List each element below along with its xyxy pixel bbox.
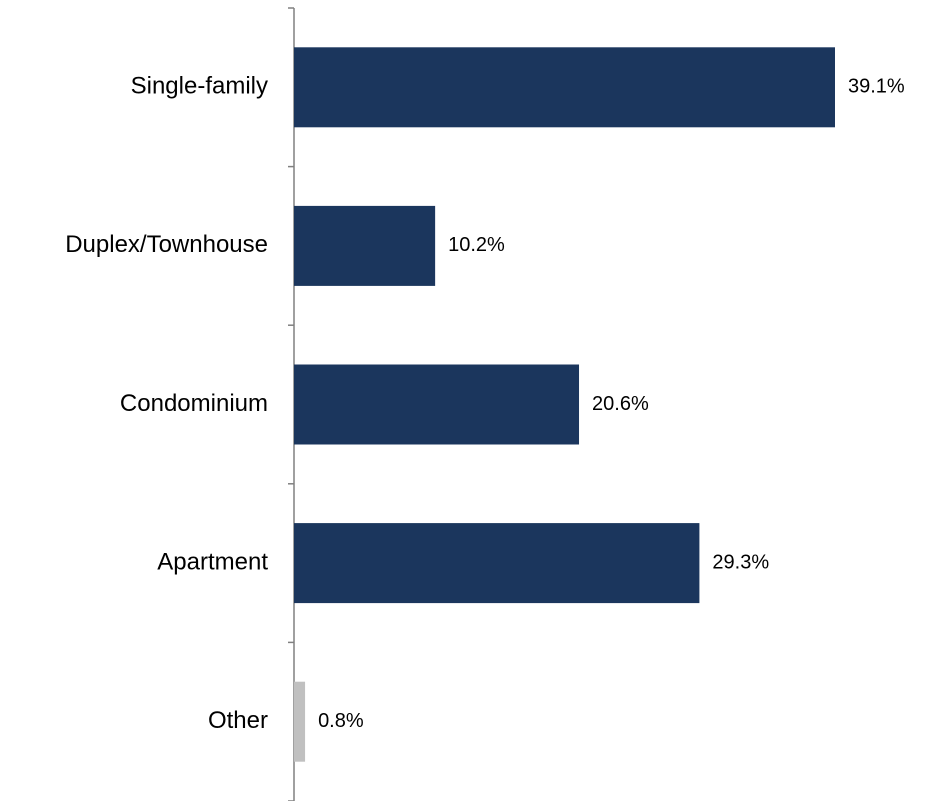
bar <box>294 47 835 128</box>
category-label: Apartment <box>157 548 268 575</box>
value-label: 20.6% <box>592 393 649 415</box>
category-label: Duplex/Townhouse <box>65 231 268 258</box>
value-label: 0.8% <box>318 710 364 732</box>
bar <box>294 364 580 445</box>
bar <box>294 205 436 286</box>
category-label: Single-family <box>131 73 268 100</box>
bar <box>294 681 306 762</box>
value-label: 39.1% <box>848 76 905 98</box>
bar <box>294 523 700 604</box>
category-label: Other <box>208 707 268 734</box>
value-label: 29.3% <box>712 551 769 573</box>
value-label: 10.2% <box>448 234 505 256</box>
category-label: Condominium <box>120 390 268 417</box>
